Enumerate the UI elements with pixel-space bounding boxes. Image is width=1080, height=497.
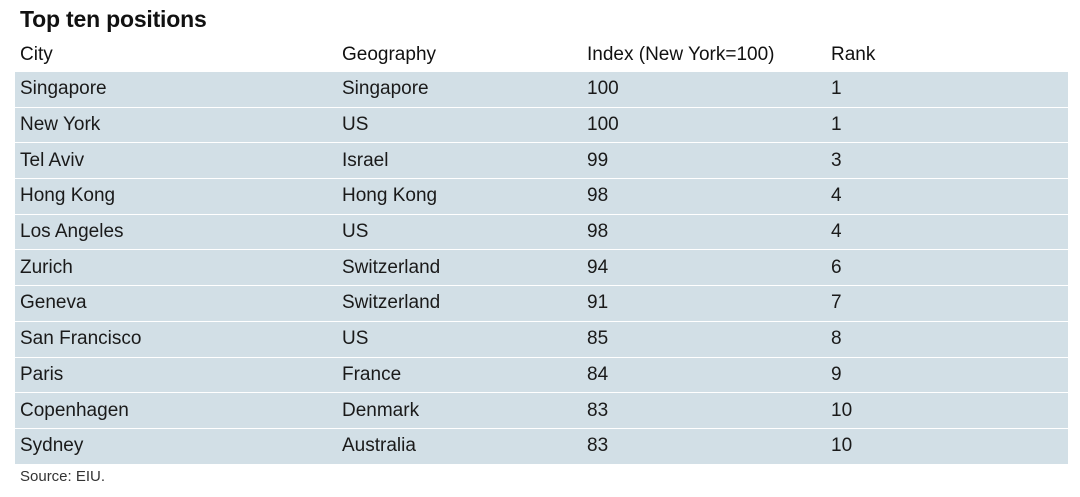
table-row: Tel Aviv Israel 99 3	[15, 143, 1068, 180]
rank-cell: 1	[831, 114, 842, 136]
city-cell: Zurich	[20, 256, 73, 278]
rank-cell: 9	[831, 363, 842, 385]
table-header-row: City Geography Index (New York=100) Rank	[15, 38, 1068, 72]
geography-cell: Singapore	[342, 78, 429, 100]
city-cell: Tel Aviv	[20, 149, 85, 171]
index-cell: 91	[587, 292, 609, 314]
index-cell: 83	[587, 435, 609, 457]
index-cell: 85	[587, 328, 609, 350]
header-rank: Rank	[831, 44, 876, 65]
geography-cell: Switzerland	[342, 256, 441, 278]
index-cell: 83	[587, 399, 609, 421]
geography-cell: US	[342, 114, 369, 136]
table-body: Singapore Singapore 100 1 New York US 100 1 Tel …	[15, 72, 1068, 465]
city-cell: Copenhagen	[20, 399, 129, 421]
geography-cell: US	[342, 221, 369, 243]
source-note: Source: EIU.	[20, 468, 106, 485]
chart-title: Top ten positions	[20, 6, 207, 32]
geography-cell: Switzerland	[342, 292, 441, 314]
city-cell: New York	[20, 114, 101, 136]
rank-cell: 6	[831, 256, 842, 278]
rank-cell: 7	[831, 292, 842, 314]
rank-cell: 1	[831, 78, 842, 100]
city-cell: Geneva	[20, 292, 87, 314]
index-cell: 99	[587, 149, 609, 171]
rank-cell: 10	[831, 435, 853, 457]
rank-cell: 4	[831, 185, 842, 207]
table-row: Geneva Switzerland 91 7	[15, 286, 1068, 322]
city-cell: Sydney	[20, 435, 84, 457]
table-row: Copenhagen Denmark 83 10	[15, 393, 1068, 429]
index-cell: 100	[587, 114, 619, 136]
geography-cell: Israel	[342, 149, 389, 171]
city-cell: Paris	[20, 363, 64, 385]
index-cell: 84	[587, 363, 609, 385]
table-row: Zurich Switzerland 94 6	[15, 250, 1068, 287]
table-row: San Francisco US 85 8	[15, 321, 1068, 358]
header-city: City	[20, 44, 53, 65]
geography-cell: Denmark	[342, 399, 420, 421]
table-row: Hong Kong Hong Kong 98 4	[15, 179, 1068, 215]
geography-cell: France	[342, 363, 402, 385]
index-cell: 98	[587, 185, 609, 207]
rank-cell: 8	[831, 328, 842, 350]
city-cell: San Francisco	[20, 328, 142, 350]
rank-cell: 10	[831, 399, 853, 421]
city-cell: Singapore	[20, 78, 107, 100]
header-geography: Geography	[342, 44, 437, 65]
geography-cell: Australia	[342, 435, 416, 457]
table-row: Los Angeles US 98 4	[15, 214, 1068, 251]
rankings-table: City Geography Index (New York=100) Rank…	[15, 38, 1068, 465]
header-index: Index (New York=100)	[587, 44, 775, 65]
city-cell: Los Angeles	[20, 221, 124, 243]
table-row: Sydney Australia 83 10	[15, 428, 1068, 465]
city-cell: Hong Kong	[20, 185, 116, 207]
index-cell: 100	[587, 78, 619, 100]
table-row: Singapore Singapore 100 1	[15, 72, 1068, 108]
table-row: New York US 100 1	[15, 107, 1068, 144]
index-cell: 94	[587, 256, 609, 278]
geography-cell: Hong Kong	[342, 185, 438, 207]
index-cell: 98	[587, 221, 609, 243]
geography-cell: US	[342, 328, 369, 350]
rank-cell: 3	[831, 149, 842, 171]
rank-cell: 4	[831, 221, 842, 243]
table-row: Paris France 84 9	[15, 357, 1068, 394]
